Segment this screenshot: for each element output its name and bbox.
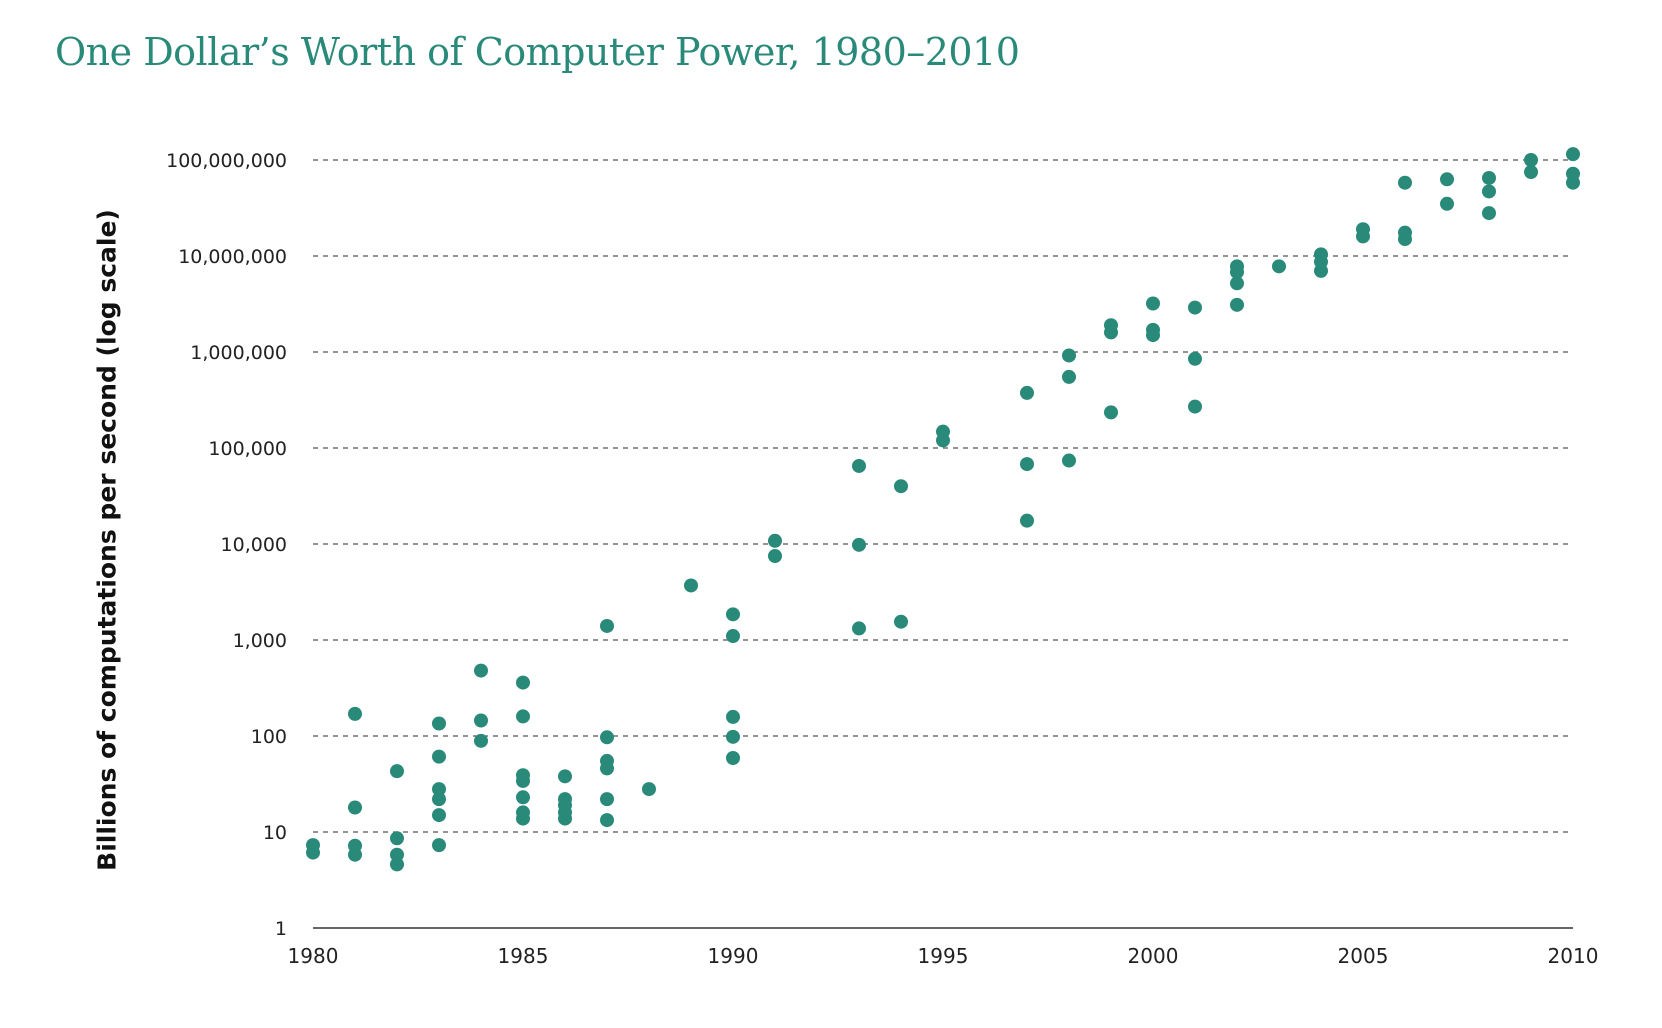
- data-point: [768, 548, 782, 563]
- y-tick-label: 100,000,000: [166, 150, 287, 172]
- data-point: [600, 618, 614, 633]
- data-point: [1062, 348, 1076, 363]
- data-point: [432, 716, 446, 731]
- data-point: [390, 764, 404, 779]
- y-tick-label: 100,000: [208, 438, 287, 460]
- data-point: [642, 782, 656, 797]
- data-point: [1356, 229, 1370, 244]
- data-point: [600, 761, 614, 776]
- data-point: [474, 733, 488, 748]
- data-point: [390, 857, 404, 872]
- data-point: [1314, 263, 1328, 278]
- data-point: [726, 629, 740, 644]
- data-point: [1104, 325, 1118, 340]
- data-point: [726, 729, 740, 744]
- data-point: [474, 663, 488, 678]
- y-tick-label: 100: [251, 726, 287, 748]
- data-point: [1188, 300, 1202, 315]
- gridlines: [313, 159, 1573, 833]
- data-point: [432, 838, 446, 853]
- data-point: [936, 433, 950, 448]
- y-tick-label: 1,000: [233, 630, 287, 652]
- data-point: [390, 831, 404, 846]
- data-point: [684, 578, 698, 593]
- data-point: [1104, 405, 1118, 420]
- data-point: [306, 845, 320, 860]
- data-point: [348, 847, 362, 862]
- data-point: [726, 750, 740, 765]
- data-point: [852, 537, 866, 552]
- data-point: [1020, 385, 1034, 400]
- data-point: [348, 706, 362, 721]
- data-point: [558, 769, 572, 784]
- data-point: [558, 811, 572, 826]
- y-tick-label: 10,000: [221, 534, 287, 556]
- x-tick-label: 1985: [498, 944, 549, 968]
- y-tick-label: 1: [275, 918, 287, 940]
- data-point: [1524, 164, 1538, 179]
- data-point: [1230, 297, 1244, 312]
- data-point: [1440, 196, 1454, 211]
- y-tick-label: 1,000,000: [190, 342, 287, 364]
- data-point: [600, 730, 614, 745]
- data-point: [1230, 276, 1244, 291]
- data-point: [600, 813, 614, 828]
- data-point: [1188, 351, 1202, 366]
- x-tick-label: 2005: [1338, 944, 1389, 968]
- y-tick-label: 10: [263, 822, 287, 844]
- data-point: [1146, 328, 1160, 343]
- data-point: [516, 790, 530, 805]
- data-point: [432, 808, 446, 823]
- data-point: [432, 792, 446, 807]
- x-tick-label: 1980: [288, 944, 339, 968]
- data-point: [1020, 457, 1034, 472]
- data-point: [1272, 259, 1286, 274]
- data-point: [1230, 265, 1244, 280]
- x-tick-labels: 1980 1985 1990 1995 2000 2005 2010: [288, 944, 1599, 968]
- data-point: [1440, 172, 1454, 187]
- data-point: [348, 800, 362, 815]
- x-tick-label: 2000: [1128, 944, 1179, 968]
- data-point: [1566, 147, 1580, 162]
- data-point: [1020, 513, 1034, 528]
- data-point: [768, 533, 782, 548]
- data-point: [1146, 296, 1160, 311]
- data-point: [474, 713, 488, 728]
- x-tick-label: 1990: [708, 944, 759, 968]
- data-point: [894, 614, 908, 629]
- data-point: [1482, 206, 1496, 221]
- data-point: [1062, 453, 1076, 468]
- data-point: [726, 709, 740, 724]
- data-point: [1566, 175, 1580, 190]
- data-point: [852, 458, 866, 473]
- data-points: [306, 147, 1580, 872]
- data-point: [1398, 232, 1412, 247]
- data-point: [600, 792, 614, 807]
- data-point: [516, 773, 530, 788]
- data-point: [1062, 369, 1076, 384]
- data-point: [432, 749, 446, 764]
- data-point: [390, 847, 404, 862]
- chart-title: One Dollar’s Worth of Computer Power, 19…: [55, 30, 1020, 74]
- x-tick-label: 1995: [918, 944, 969, 968]
- y-tick-label: 10,000,000: [178, 246, 287, 268]
- data-point: [894, 479, 908, 494]
- data-point: [726, 607, 740, 622]
- data-point: [852, 621, 866, 636]
- data-point: [516, 709, 530, 724]
- data-point: [1482, 184, 1496, 199]
- data-point: [432, 782, 446, 797]
- data-point: [1524, 153, 1538, 167]
- data-point: [516, 811, 530, 826]
- data-point: [1398, 175, 1412, 190]
- data-point: [516, 675, 530, 690]
- data-point: [1482, 170, 1496, 185]
- y-tick-labels: 1 10 100 1,000 10,000 100,000 1,000,000 10,000,…: [166, 150, 287, 940]
- data-point: [1188, 399, 1202, 414]
- x-tick-label: 2010: [1548, 944, 1599, 968]
